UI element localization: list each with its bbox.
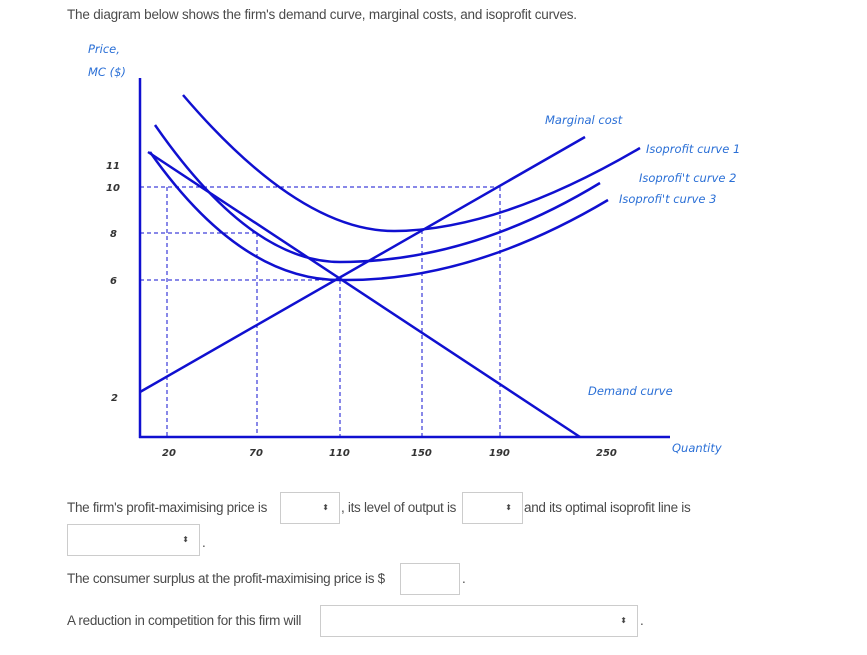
isoprofit-curve-1 [182, 94, 641, 233]
question-2-text: The consumer surplus at the profit-maxim… [67, 571, 385, 586]
guide-lines [140, 186, 501, 437]
x-tick-250: 250 [596, 448, 617, 459]
y-tick-8: 8 [110, 229, 117, 240]
x-tick-150: 150 [411, 448, 432, 459]
y-tick-2: 2 [111, 393, 118, 404]
x-tick-190: 190 [489, 448, 510, 459]
dropdown-arrow-icon: ⬍ [620, 616, 627, 625]
marginal-cost-label: Marginal cost [545, 113, 623, 127]
y-tick-11: 11 [106, 161, 120, 172]
demand-curve-label: Demand curve [588, 384, 673, 398]
intro-text: The diagram below shows the firm's deman… [67, 7, 577, 22]
y-axis-label-mc: MC ($) [88, 65, 126, 79]
question-3-end: . [640, 613, 644, 628]
x-tick-20: 20 [162, 448, 176, 459]
output-select[interactable]: ⬍ [462, 492, 523, 524]
y-tick-10: 10 [106, 183, 120, 194]
consumer-surplus-input[interactable] [400, 563, 460, 595]
isoprofit-curve-2 [153, 124, 601, 264]
dropdown-arrow-icon: ⬍ [505, 503, 512, 512]
isoprofit-2-label: Isoprofi't curve 2 [639, 171, 736, 185]
isoprofit-3-label: Isoprofi't curve 3 [619, 192, 716, 206]
question-1-end: . [202, 535, 206, 550]
isoprofit-1-label: Isoprofit curve 1 [646, 142, 740, 156]
dropdown-arrow-icon: ⬍ [322, 503, 329, 512]
x-axis-label: Quantity [672, 441, 722, 455]
question-1-text-a: The firm's profit-maximising price is [67, 500, 268, 515]
question-1-text-c: and its optimal isoprofit line is [524, 500, 691, 515]
competition-effect-select[interactable]: ⬍ [320, 605, 638, 637]
y-axis-label-price: Price, [88, 42, 120, 56]
dropdown-arrow-icon: ⬍ [182, 535, 189, 544]
question-2-end: . [462, 571, 466, 586]
x-tick-70: 70 [249, 448, 263, 459]
isoprofit-diagram: Price, MC ($) Quantity 11 10 8 6 2 20 70… [88, 42, 740, 459]
x-tick-110: 110 [329, 448, 350, 459]
demand-curve [147, 150, 581, 439]
price-select[interactable]: ⬍ [280, 492, 340, 524]
isoprofit-select[interactable]: ⬍ [67, 524, 200, 556]
question-3-text: A reduction in competition for this firm… [67, 613, 302, 628]
marginal-cost-curve [139, 135, 586, 394]
isoprofit-curve-3 [148, 151, 609, 282]
question-1-text-b: , its level of output is [341, 500, 457, 515]
y-tick-6: 6 [110, 276, 117, 287]
